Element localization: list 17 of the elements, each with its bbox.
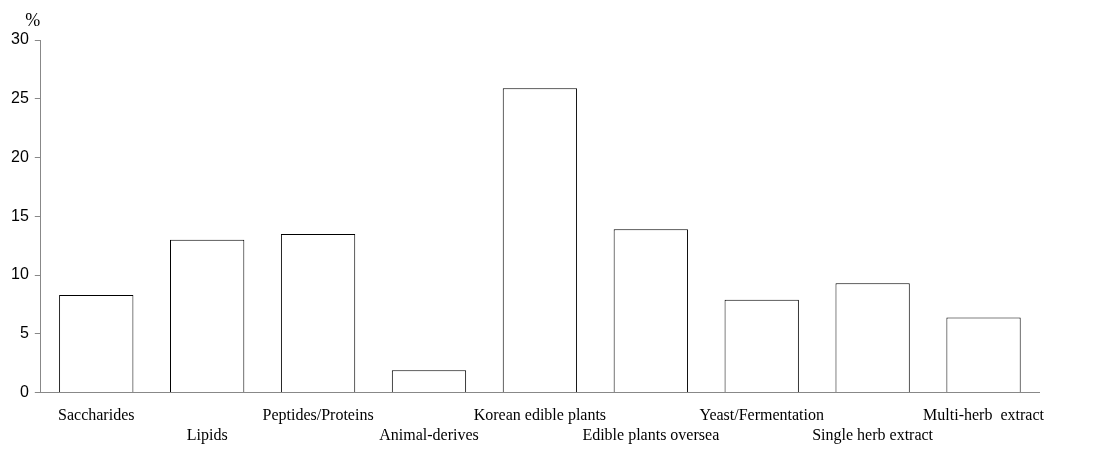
y-tick-label: 0 <box>19 383 29 401</box>
x-tick-label: Single herb extract <box>812 425 934 444</box>
x-tick-label: Peptides/Proteins <box>262 406 374 425</box>
x-tick-label: Yeast/Fermentation <box>699 406 825 424</box>
y-tick-label: 15 <box>11 206 29 224</box>
y-tick-label: 5 <box>19 324 29 342</box>
x-tick-label: Korean edible plants <box>473 406 607 425</box>
y-axis-title: % <box>25 9 41 30</box>
y-tick-label: 25 <box>11 89 29 107</box>
x-tick-label: Animal-derives <box>379 425 479 443</box>
y-tick-label: 20 <box>11 147 29 165</box>
x-tick-label: Saccharides <box>58 406 135 424</box>
y-tick-label: 10 <box>11 265 29 283</box>
x-tick-label: Lipids <box>186 425 228 444</box>
y-tick-label: 30 <box>11 30 29 48</box>
x-tick-label: Multi-herb extract <box>923 406 1045 424</box>
x-tick-label: Edible plants oversea <box>582 425 720 444</box>
